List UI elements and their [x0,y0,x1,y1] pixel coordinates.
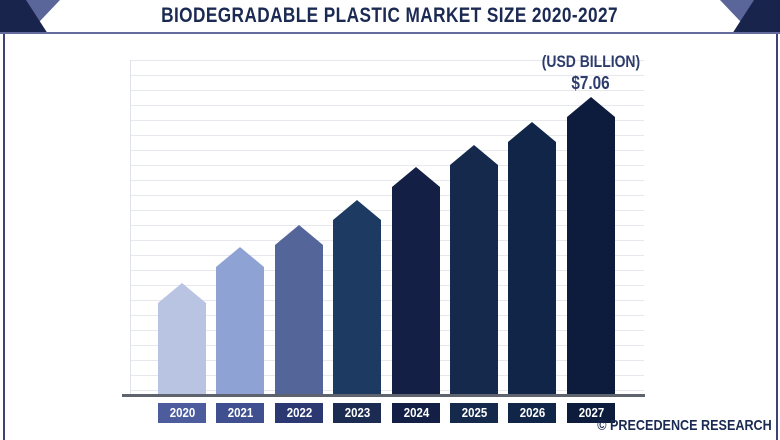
gridline [130,135,644,136]
gridline [130,60,644,61]
gridline [130,225,644,226]
gridline [130,345,644,346]
x-axis-label-text: 2027 [578,405,604,420]
gridline [130,360,644,361]
gridline [130,120,644,121]
x-axis-label-text: 2024 [403,405,429,420]
annotation-unit-label: (USD BILLION) [541,52,641,71]
annotation-value-label: $7.06 [571,73,611,93]
gridline [130,375,644,376]
x-axis-label-2024: 2024 [392,403,440,423]
gridline [130,105,644,106]
footer: © PRECEDENCE RESEARCH [564,417,772,435]
gridline [130,285,644,286]
brand-credit: © PRECEDENCE RESEARCH [597,417,772,434]
page-title: BIODEGRADABLE PLASTIC MARKET SIZE 2020-2… [161,4,619,27]
gridline [130,195,644,196]
x-axis-label-text: 2021 [227,405,253,420]
gridline [130,240,644,241]
gridline [130,90,644,91]
gridline [130,165,644,166]
chart-frame-left-border [3,34,5,440]
header: BIODEGRADABLE PLASTIC MARKET SIZE 2020-2… [0,4,780,28]
header-divider [0,32,780,34]
bar-2027 [567,97,615,394]
x-axis-line [122,394,645,397]
y-axis-line [130,60,131,394]
gridline [130,210,644,211]
bar-2022 [275,225,323,394]
chart-frame-right-border [776,34,778,440]
gridline [130,315,644,316]
x-axis-label-2021: 2021 [216,403,264,423]
x-axis-label-2022: 2022 [275,403,323,423]
gridline [130,390,644,391]
gridline [130,270,644,271]
x-axis-label-2027: 2027 [567,403,615,423]
gridline [130,150,644,151]
gridline [130,330,644,331]
x-axis-label-2023: 2023 [333,403,381,423]
bar-2026 [508,122,556,394]
x-axis-label-2025: 2025 [450,403,498,423]
gridline [130,300,644,301]
gridline [130,180,644,181]
gridline [130,255,644,256]
x-axis-label-text: 2026 [519,405,545,420]
x-axis-label-text: 2022 [286,405,312,420]
x-axis-label-2020: 2020 [158,403,206,423]
x-axis-label-text: 2020 [169,405,195,420]
gridline [130,75,644,76]
bar-2023 [333,200,381,394]
bar-2024 [392,167,440,394]
bar-2020 [158,283,206,394]
bar-2025 [450,145,498,394]
bar-2021 [216,247,264,394]
x-axis-label-2026: 2026 [508,403,556,423]
x-axis-label-text: 2025 [461,405,487,420]
x-axis-label-text: 2023 [344,405,370,420]
value-annotation: (USD BILLION) $7.06 [491,52,691,94]
